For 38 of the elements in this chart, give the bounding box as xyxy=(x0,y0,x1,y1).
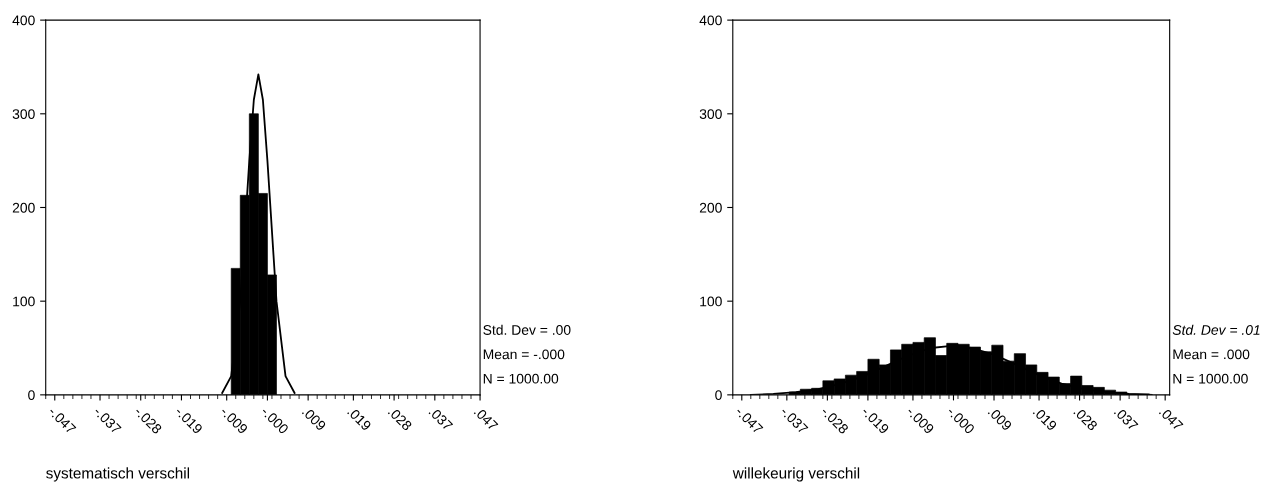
y-tick-label: 200 xyxy=(12,202,35,213)
x-tick-label: .028 xyxy=(1073,406,1099,432)
x-tick-label: -.047 xyxy=(47,405,77,435)
x-tick-label: -.000 xyxy=(946,405,976,435)
x-tick-label: -.019 xyxy=(174,405,204,435)
y-tick-label: 400 xyxy=(699,15,722,26)
x-tick-label: .009 xyxy=(301,406,327,432)
y-tick-label: 200 xyxy=(699,202,722,213)
x-tick-label: -.009 xyxy=(219,405,249,435)
x-tick-label: .047 xyxy=(473,406,499,432)
x-tick-label: .019 xyxy=(347,406,372,432)
text: Mean = .000 xyxy=(1173,349,1250,360)
y-tick-label: 400 xyxy=(12,15,35,26)
x-axis-title: willekeurig verschil xyxy=(732,467,860,482)
text: Std. Dev = .00 xyxy=(483,324,571,335)
y-tick-label: 0 xyxy=(28,390,35,401)
x-tick-label: .019 xyxy=(1032,406,1058,432)
x-tick-label: -.037 xyxy=(780,405,809,435)
text: N = 1000.00 xyxy=(1173,373,1248,384)
y-tick-label: 100 xyxy=(700,296,722,307)
x-tick-label: -.019 xyxy=(861,405,890,435)
x-tick-label: .028 xyxy=(387,406,413,432)
x-tick-label: .037 xyxy=(428,406,454,432)
y-tick-label: 100 xyxy=(13,296,35,307)
x-tick-label: .047 xyxy=(1158,406,1184,432)
y-tick-label: 300 xyxy=(12,109,35,119)
text: N = 1000.00 xyxy=(483,373,559,384)
x-tick-label: -.009 xyxy=(906,405,935,435)
y-tick-label: 300 xyxy=(699,109,722,119)
x-tick-label: .009 xyxy=(987,406,1013,432)
x-tick-label: -.000 xyxy=(260,405,290,435)
y-tick-label: 0 xyxy=(715,390,722,401)
text: Std. Dev = .01 xyxy=(1172,324,1260,335)
text: Mean = -.000 xyxy=(483,349,565,360)
x-tick-label: -.037 xyxy=(93,405,122,435)
x-tick-label: .037 xyxy=(1113,406,1139,432)
x-axis-title: systematisch verschil xyxy=(46,467,190,482)
x-tick-label: -.047 xyxy=(735,405,764,435)
